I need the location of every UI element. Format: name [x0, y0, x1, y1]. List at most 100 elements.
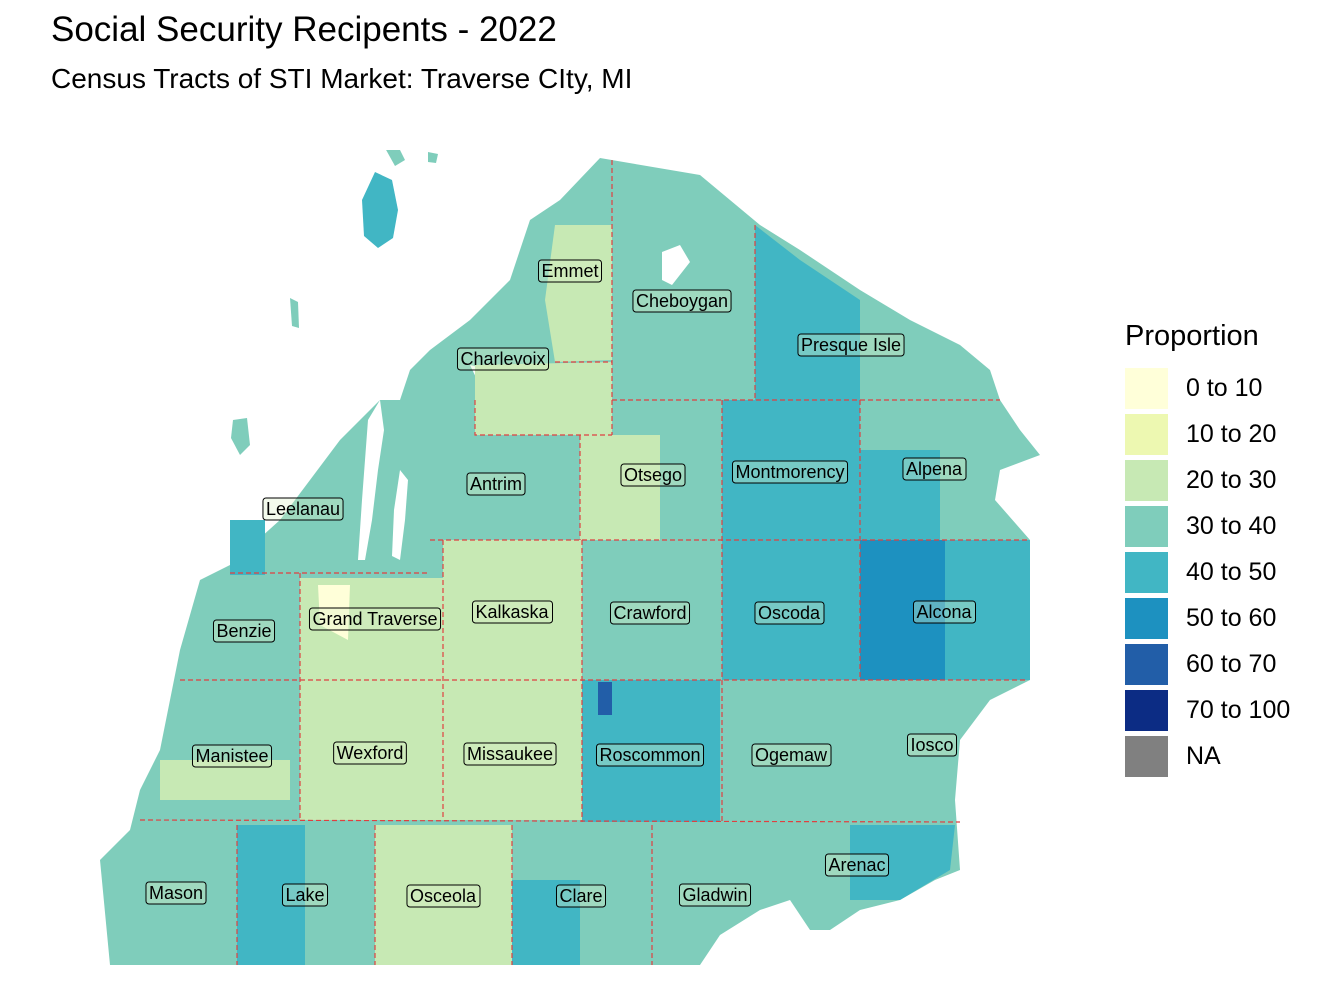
county-label: Otsego — [620, 463, 686, 487]
county-name: Cheboygan — [636, 291, 728, 311]
legend-label: 30 to 40 — [1186, 511, 1277, 540]
county-label: Osceola — [406, 884, 481, 908]
county-label: Ogemaw — [751, 743, 832, 767]
region-alcona — [860, 540, 945, 680]
legend-label: 40 to 50 — [1186, 557, 1277, 586]
county-name: Crawford — [613, 603, 686, 623]
region-emmet — [545, 225, 612, 362]
county-name: Gladwin — [682, 885, 747, 905]
county-label-box — [797, 333, 905, 357]
county-label-box — [456, 347, 550, 371]
map-title: Social Security Recipents - 2022 — [51, 10, 557, 49]
region-clare — [512, 880, 580, 965]
county-label: Wexford — [333, 741, 407, 765]
region-osceola — [375, 825, 512, 965]
county-label: Alcona — [912, 600, 977, 624]
legend-item: 40 to 50 — [1125, 549, 1325, 595]
county-label: Benzie — [212, 619, 276, 643]
legend-label: 10 to 20 — [1186, 419, 1277, 448]
legend-swatch — [1125, 643, 1168, 685]
county-label-box — [609, 601, 691, 625]
county-label-box — [595, 743, 705, 767]
county-name: Charlevoix — [460, 349, 545, 369]
legend-swatch — [1125, 413, 1168, 455]
legend-swatch — [1125, 551, 1168, 593]
grand-traverse-bay — [392, 470, 408, 560]
county-label-box — [262, 497, 344, 521]
county-name: Otsego — [624, 465, 682, 485]
county-label-box — [678, 883, 752, 907]
county-label: Antrim — [466, 472, 526, 496]
county-name: Arenac — [828, 855, 885, 875]
small-island — [386, 150, 405, 166]
county-boundaries — [139, 160, 1030, 965]
map-subtitle: Census Tracts of STI Market: Traverse CI… — [51, 63, 633, 94]
region-mason-west — [160, 760, 290, 800]
county-label: Presque Isle — [797, 333, 905, 357]
region-grand-traverse-urban — [318, 585, 350, 640]
burt-lake — [662, 245, 690, 285]
grand-traverse-bay — [358, 400, 384, 560]
county-label: Leelanau — [262, 497, 344, 521]
legend-swatch — [1125, 505, 1168, 547]
county-label: Emmet — [537, 259, 603, 283]
legend-item: 20 to 30 — [1125, 457, 1325, 503]
region-alcona-east — [945, 540, 1030, 680]
county-name: Missaukee — [467, 744, 553, 764]
county-label-box — [466, 472, 526, 496]
region-montmorency — [722, 400, 860, 540]
county-label: Oscoda — [754, 601, 825, 625]
county-label: Manistee — [191, 744, 273, 768]
county-label: Missaukee — [463, 742, 557, 766]
county-name: Kalkaska — [475, 602, 549, 622]
region-kalkaska — [443, 540, 582, 680]
county-label-box — [333, 741, 407, 765]
county-name: Benzie — [216, 621, 271, 641]
region-oscoda — [722, 540, 860, 680]
county-name: Alcona — [916, 602, 972, 622]
region-leelanau — [230, 520, 265, 575]
county-label-box — [902, 457, 967, 481]
county-name: Presque Isle — [801, 335, 901, 355]
county-label-box — [620, 463, 686, 487]
legend-label: 70 to 100 — [1186, 695, 1291, 724]
legend-swatch — [1125, 367, 1168, 409]
region-arenac — [850, 825, 955, 900]
legend-title: Proportion — [1125, 320, 1259, 352]
county-name: Emmet — [541, 261, 598, 281]
county-label-box — [751, 743, 832, 767]
county-label: Roscommon — [595, 743, 705, 767]
legend-item: 50 to 60 — [1125, 595, 1325, 641]
county-name: Manistee — [195, 746, 268, 766]
legend-item: 10 to 20 — [1125, 411, 1325, 457]
region-charlevoix — [475, 362, 612, 435]
county-label-box — [555, 884, 607, 908]
legend-item: 60 to 70 — [1125, 641, 1325, 687]
county-name: Antrim — [470, 474, 522, 494]
county-label-box — [406, 884, 481, 908]
small-island — [290, 298, 299, 328]
county-name: Osceola — [410, 886, 477, 906]
county-label: Charlevoix — [456, 347, 550, 371]
county-label-box — [281, 883, 329, 907]
region-missaukee — [443, 680, 582, 820]
beaver-island — [362, 172, 398, 248]
county-name: Grand Traverse — [312, 609, 437, 629]
region-presque-isle — [755, 225, 860, 400]
legend-item: 30 to 40 — [1125, 503, 1325, 549]
legend-label: 50 to 60 — [1186, 603, 1277, 632]
region-alpena — [860, 450, 940, 540]
county-name: Oscoda — [758, 603, 821, 623]
region-roscommon — [582, 680, 720, 822]
county-label-box — [754, 601, 825, 625]
county-name: Lake — [285, 885, 324, 905]
county-name: Leelanau — [266, 499, 340, 519]
county-name: Iosco — [910, 735, 953, 755]
region-wexford — [300, 680, 443, 820]
region-lake — [237, 825, 305, 965]
legend-item: NA — [1125, 733, 1325, 779]
county-name: Clare — [559, 886, 602, 906]
county-name: Ogemaw — [755, 745, 828, 765]
county-label: Montmorency — [731, 460, 849, 484]
county-label: Crawford — [609, 601, 691, 625]
